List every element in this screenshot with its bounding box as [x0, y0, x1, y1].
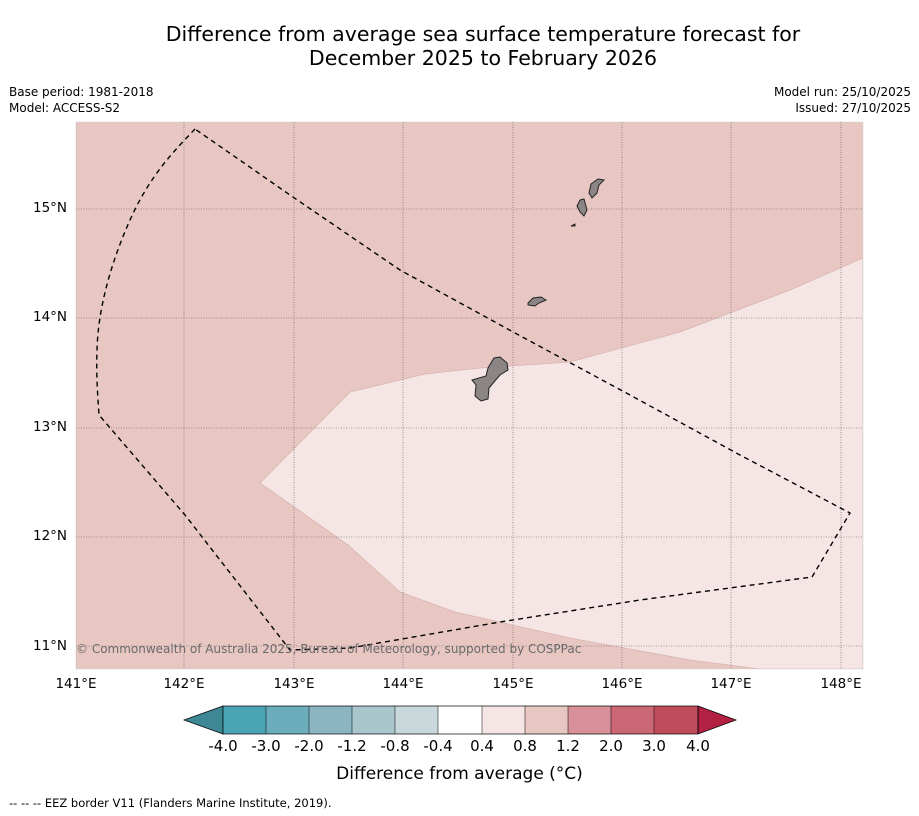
colorbar-max-arrow [697, 705, 738, 735]
title-line-2: December 2025 to February 2026 [308, 46, 658, 70]
island-tinian [576, 198, 588, 217]
colorbar-bin-8 [525, 706, 568, 734]
colorbar-bin-10 [611, 706, 654, 734]
colorbar-tick: -3.0 [251, 737, 281, 755]
colorbar-bin-11 [654, 706, 698, 734]
colorbar-bin-9 [568, 706, 611, 734]
colorbar-bin-5 [395, 706, 438, 734]
colorbar-tick: -4.0 [208, 737, 238, 755]
colorbar [182, 705, 738, 735]
model-run: Model run: 25/10/2025 [773, 85, 911, 99]
base-model-info: Base period: 1981-2018 Model: ACCESS-S2 [9, 84, 154, 116]
colorbar-tick: 0.4 [470, 737, 494, 755]
lat-label-12n: 12°N [33, 528, 68, 544]
lon-label-146e: 146°E [601, 676, 643, 692]
colorbar-tick: -1.2 [337, 737, 367, 755]
colorbar-min-arrow [182, 705, 224, 735]
lon-label-143e: 143°E [273, 676, 315, 692]
islands [471, 178, 606, 402]
colorbar-tick: 3.0 [642, 737, 666, 755]
lon-label-142e: 142°E [163, 676, 205, 692]
lat-label-15n: 15°N [33, 200, 68, 216]
island-aguijan [570, 223, 576, 227]
island-guam [471, 356, 509, 402]
chart-title: Difference from average sea surface temp… [0, 22, 919, 70]
colorbar-title: Difference from average (°C) [336, 764, 583, 784]
colorbar-bin-3 [309, 706, 352, 734]
lon-label-141e: 141°E [55, 676, 97, 692]
colorbar-dividers [265, 706, 655, 734]
gridlines [76, 122, 863, 669]
colorbar-tick: -0.8 [380, 737, 410, 755]
lon-label-145e: 145°E [492, 676, 534, 692]
colorbar-tick: -2.0 [294, 737, 324, 755]
run-issue-info: Model run: 25/10/2025 Issued: 27/10/2025 [774, 84, 911, 116]
colorbar-bin-6 [438, 706, 482, 734]
copyright-notice: © Commonwealth of Australia 2025, Bureau… [76, 642, 581, 656]
anomaly-band-0.4-0.8 [259, 257, 863, 669]
lat-label-14n: 14°N [33, 309, 68, 325]
colorbar-tick: 4.0 [686, 737, 710, 755]
model-name: Model: ACCESS-S2 [9, 101, 121, 115]
lat-label-13n: 13°N [33, 419, 68, 435]
map-frame [75, 121, 864, 670]
lon-label-144e: 144°E [382, 676, 424, 692]
issued-date: Issued: 27/10/2025 [795, 101, 911, 115]
colorbar-bin-7 [482, 706, 525, 734]
colorbar-bin-2 [266, 706, 309, 734]
eez-legend-note: -- -- -- EEZ border V11 (Flanders Marine… [9, 796, 332, 810]
colorbar-tick: 0.8 [513, 737, 537, 755]
colorbar-frame [222, 705, 699, 735]
island-rota [527, 296, 548, 307]
colorbar-bin-4 [352, 706, 395, 734]
lat-label-11n: 11°N [33, 638, 68, 654]
title-line-1: Difference from average sea surface temp… [165, 22, 801, 46]
colorbar-bin-1 [223, 706, 266, 734]
colorbar-tick: 2.0 [599, 737, 623, 755]
lon-label-147e: 147°E [710, 676, 752, 692]
colorbar-tick: -0.4 [423, 737, 453, 755]
base-period: Base period: 1981-2018 [9, 85, 154, 99]
lon-label-148e: 148°E [820, 676, 862, 692]
island-saipan [588, 178, 606, 199]
colorbar-tick: 1.2 [556, 737, 580, 755]
map-area: © Commonwealth of Australia 2025, Bureau… [76, 122, 863, 669]
